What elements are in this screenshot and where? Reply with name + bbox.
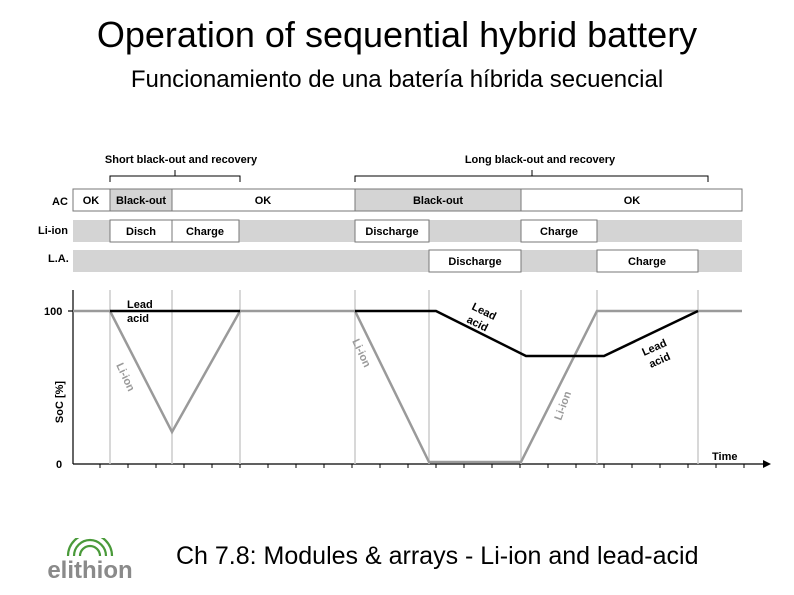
liion-cell-text-1: Disch — [126, 226, 156, 238]
li-ion-soc-curve — [73, 309, 742, 464]
time-arrow-icon — [763, 460, 771, 468]
long-blackout-label: Long black-out and recovery — [465, 154, 616, 166]
ac-cell-text-3: OK — [255, 195, 272, 207]
y-axis-label: SoC [%] — [54, 381, 66, 424]
liion-cell-discharge — [354, 219, 430, 243]
long-blackout-bracket — [354, 170, 709, 182]
ac-cell-text-1: OK — [83, 195, 100, 207]
liion-cell-text-2: Charge — [186, 226, 224, 238]
time-axis-ticks — [99, 464, 745, 468]
page-title: Operation of sequential hybrid battery — [96, 14, 698, 55]
la-row — [73, 249, 742, 273]
la-band — [73, 250, 742, 272]
la-cell-text-2: Charge — [628, 256, 666, 268]
row-label-liion: Li-ion — [38, 225, 68, 237]
ac-row — [72, 188, 743, 212]
la-cell-text-1: Discharge — [448, 256, 501, 268]
ac-cell-ok-3 — [520, 188, 743, 212]
liion-cell-charge-2 — [520, 219, 598, 243]
signal-arcs-icon — [66, 538, 114, 557]
ac-cell-text-4: Black-out — [413, 195, 463, 207]
soc-axes — [68, 290, 765, 465]
logo-text: elithion — [47, 557, 132, 584]
x-axis-label: Time — [712, 451, 737, 463]
liion-cell-text-4: Charge — [540, 226, 578, 238]
liion-row — [73, 219, 742, 243]
ac-cell-text-2: Black-out — [116, 195, 166, 207]
short-blackout-bracket — [109, 170, 241, 182]
footer-text: Ch 7.8: Modules & arrays - Li-ion and le… — [176, 542, 699, 570]
la-cell-charge — [596, 249, 699, 273]
liion-cell-charge-1 — [171, 219, 240, 243]
ac-cell-text-5: OK — [624, 195, 641, 207]
row-label-ac: AC — [52, 196, 68, 208]
curve-label-li-ion-1: Li-ion — [113, 361, 137, 393]
y-tick-0: 0 — [56, 459, 62, 471]
curve-label-lead-acid-1a: Lead — [127, 299, 153, 311]
row-label-la: L.A. — [48, 253, 69, 265]
guide-lines — [109, 290, 699, 464]
curve-label-lead-acid-1b: acid — [127, 313, 149, 325]
elithion-logo: elithion — [47, 538, 133, 584]
lead-acid-soc-curve-long — [355, 309, 699, 358]
page-subtitle: Funcionamiento de una batería híbrida se… — [130, 66, 664, 93]
y-tick-100: 100 — [44, 306, 62, 318]
liion-cell-text-3: Discharge — [365, 226, 418, 238]
la-cell-discharge — [428, 249, 522, 273]
short-blackout-label: Short black-out and recovery — [105, 154, 258, 166]
